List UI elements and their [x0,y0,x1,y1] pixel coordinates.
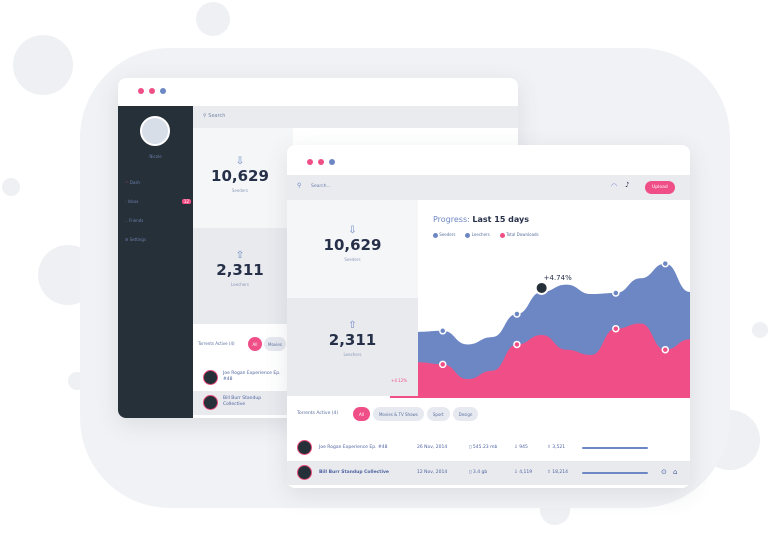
filter-movies[interactable]: Movies [264,337,286,351]
upload-icon: ⇧ [348,320,357,331]
upload-icon: ⇧ [235,250,245,261]
sidebar-item-inbox[interactable]: · Inbox 12 [125,199,191,204]
upload-count: ⇧ 18,214 [547,470,568,475]
filter-all[interactable]: All [248,337,262,351]
inbox-icon: · [125,199,127,204]
data-point[interactable] [612,289,620,297]
data-point[interactable] [661,259,670,268]
inbox-badge: 12 [181,199,191,204]
download-icon: ⇩ [514,470,518,475]
data-point[interactable] [513,310,521,318]
progress-bar [582,472,648,474]
torrent-date: 12 Nov, 2014 [417,470,448,475]
upload-button[interactable]: Upload [645,181,675,194]
data-point[interactable] [513,340,521,349]
gauge-icon: ◠ [125,180,129,185]
table-row[interactable]: Joe Rogan Experience Ep. #48 26 Nov, 201… [287,436,690,460]
series-pink-area [418,323,690,398]
avatar [140,116,170,146]
leechers-stat: ⇧ 2,311 Leechers [287,320,418,357]
leechers-stat: ⇧ 2,311 Leechers [193,250,287,287]
gear-icon: ✲ [125,237,129,242]
progress-bar [582,447,648,449]
file-icon: ▯ [469,445,472,450]
filter-0[interactable]: All [353,407,370,421]
table-row[interactable]: Joe Rogan Experience Ep. #48 [193,366,518,390]
change-badge: +4.12% [391,378,408,383]
upload-icon: ⇧ [547,445,551,450]
front-window: ⚲ Search... ◠ ♪ Upload ⇩ 10,629 Seeders ⇧ 2… [287,145,690,488]
avatar [297,465,312,480]
download-count: ⇩ 945 [514,445,528,450]
torrent-name: Bill Burr Standup Collective [319,470,389,475]
search-icon: ⚲ [297,182,302,189]
download-icon: ⇩ [348,225,357,236]
window-controls[interactable] [138,88,166,94]
filter-group: All Movies & TV Shows Sport Design [353,407,479,421]
highlight-point[interactable] [534,280,549,295]
download-icon: ⇩ [235,156,245,167]
torrent-size: ▯ 3.4 gb [469,470,488,475]
sidebar-item-friends[interactable]: ‥ Friends [125,218,144,223]
folder-icon[interactable]: ⌂ [673,468,678,476]
play-icon[interactable]: ⊙ [661,468,667,476]
chart-legend: Seeders Leechers Total Downloads [433,232,539,238]
filter-1[interactable]: Movies & TV Shows [372,407,424,421]
seeders-stat: ⇩ 10,629 Seeders [287,225,418,262]
torrents-label: Torrents Active (4) [198,341,235,346]
seeders-stat: ⇩ 10,629 Seeders [193,156,287,193]
wifi-icon[interactable]: ◠ [611,182,618,190]
file-icon: ▯ [469,470,472,475]
data-point[interactable] [661,345,670,354]
bell-icon[interactable]: ♪ [625,181,630,189]
progress-chart: +4.74% [418,259,690,398]
profile-name: Nicole [149,154,162,159]
legend-item: Leechers [465,232,490,238]
filter-3[interactable]: Design [452,407,479,421]
torrent-name: Joe Rogan Experience Ep. #48 [319,445,388,450]
filter-2[interactable]: Sport [426,407,450,421]
table-row[interactable]: Bill Burr Standup Collective 12 Nov, 201… [287,461,690,485]
torrent-date: 26 Nov, 2014 [417,445,448,450]
sidebar: Nicole ◠ Dash · Inbox 12 ‥ Friends ✲ Sett… [118,106,193,418]
chart-annotation: +4.74% [544,274,572,282]
avatar [297,440,312,455]
legend-item: Total Downloads [499,232,539,238]
torrents-label: Torrents Active (4) [297,411,339,416]
download-icon: ⇩ [514,445,518,450]
download-count: ⇩ 4,119 [514,470,533,475]
search-bar[interactable]: ⚲ Search... ◠ ♪ Upload [287,175,690,200]
sidebar-item-dash[interactable]: ◠ Dash [125,180,140,185]
users-icon: ‥ [125,218,128,223]
legend-item: Seeders [433,232,455,238]
data-point[interactable] [612,324,620,333]
search-icon: ⚲ [203,113,207,119]
sidebar-item-settings[interactable]: ✲ Settings [125,237,147,242]
window-controls[interactable] [307,159,335,165]
search-bar[interactable]: ⚲ Search [193,106,518,128]
torrent-size: ▯ 545.23 mb [469,445,498,450]
upload-count: ⇧ 3,521 [547,445,566,450]
upload-icon: ⇧ [547,470,551,475]
chart-title: Progress: Last 15 days [433,215,530,224]
data-point[interactable] [438,327,447,335]
data-point[interactable] [438,360,447,369]
